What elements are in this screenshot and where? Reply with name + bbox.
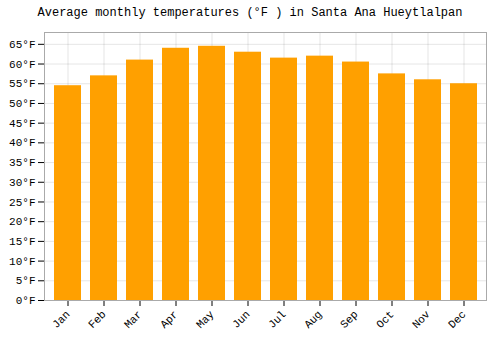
svg-text:Sep: Sep [338, 308, 360, 330]
svg-text:65°F: 65°F [9, 39, 35, 51]
html-text:Average monthly temperatures (: Average monthly temperatures (°F ) in Sa… [37, 6, 463, 20]
svg-text:40°F: 40°F [9, 137, 35, 149]
svg-text:30°F: 30°F [9, 177, 35, 189]
svg-text:Mar: Mar [122, 308, 144, 330]
svg-text:50°F: 50°F [9, 98, 35, 110]
svg-text:20°F: 20°F [9, 216, 35, 228]
svg-text:45°F: 45°F [9, 118, 35, 130]
svg-text:May: May [194, 308, 217, 331]
svg-text:0°F: 0°F [16, 295, 36, 307]
svg-text:10°F: 10°F [9, 256, 35, 268]
svg-text:Aug: Aug [302, 308, 324, 330]
svg-text:Feb: Feb [86, 308, 108, 330]
svg-text:Nov: Nov [410, 308, 433, 331]
svg-text:5°F: 5°F [16, 275, 36, 287]
svg-text:35°F: 35°F [9, 157, 35, 169]
svg-text:55°F: 55°F [9, 78, 35, 90]
svg-text:Jan: Jan [50, 308, 72, 330]
svg-text:Apr: Apr [158, 308, 180, 330]
svg-text:60°F: 60°F [9, 59, 35, 71]
svg-text:25°F: 25°F [9, 196, 35, 208]
svg-text:15°F: 15°F [9, 236, 35, 248]
svg-text:Jun: Jun [230, 308, 252, 330]
svg-text:Dec: Dec [446, 308, 468, 330]
svg-text:Jul: Jul [266, 308, 288, 330]
svg-text:Oct: Oct [374, 308, 396, 330]
